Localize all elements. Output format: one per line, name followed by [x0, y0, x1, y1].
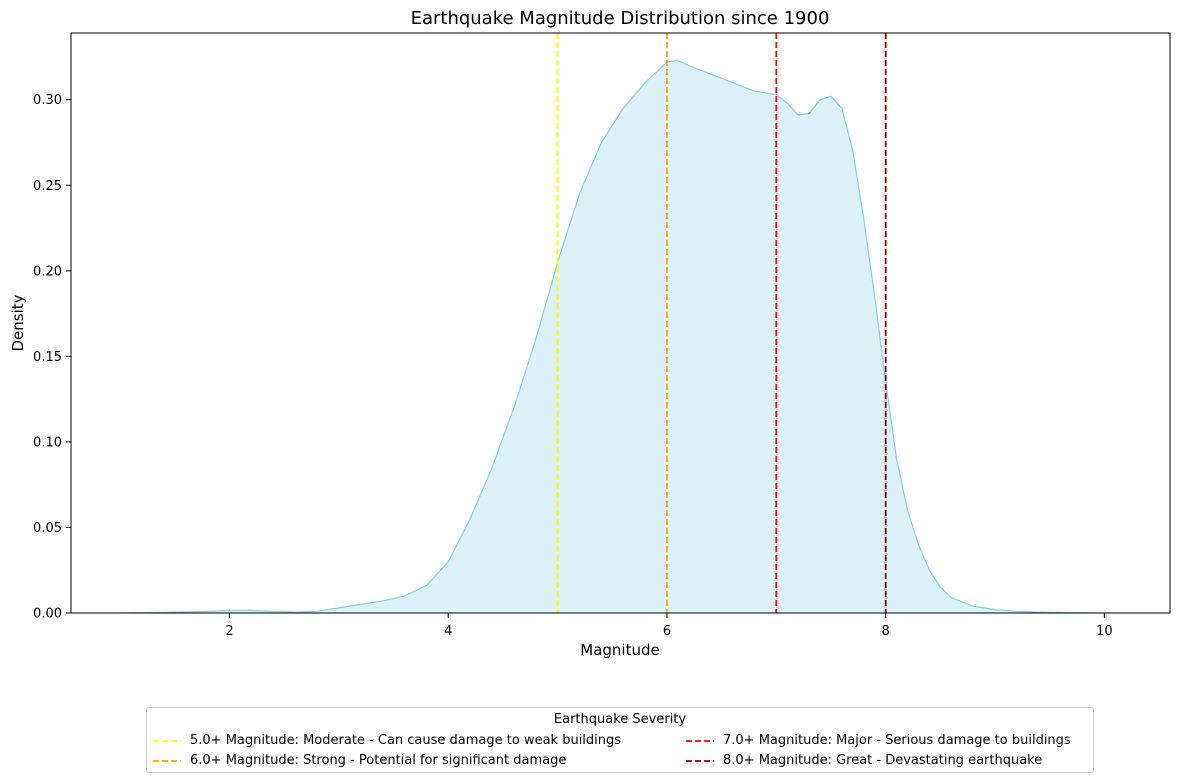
density-line-0 — [120, 59, 1105, 614]
legend-label: 5.0+ Magnitude: Moderate - Can cause dam… — [190, 733, 622, 748]
y-tick-label: 0.20 — [33, 264, 62, 279]
legend-title: Earthquake Severity — [553, 712, 687, 727]
legend-swatch — [686, 740, 714, 742]
reference-lines — [556, 33, 887, 613]
x-axis: 2 4 6 8 10 — [225, 613, 1113, 639]
y-axis: 0.00 0.05 0.10 0.15 0.20 0.25 0.30 — [33, 93, 71, 622]
x-tick-label: 4 — [444, 624, 452, 639]
y-tick-label: 0.05 — [33, 521, 62, 536]
density-area-0 — [120, 60, 1105, 613]
y-tick-label: 0.00 — [33, 607, 62, 622]
y-axis-label: Density — [9, 294, 27, 351]
x-axis-label: Magnitude — [580, 641, 659, 659]
y-tick-label: 0.30 — [33, 93, 62, 108]
legend: Earthquake Severity 5.0+ Magnitude: Mode… — [146, 707, 1094, 773]
x-tick-label: 8 — [882, 624, 890, 639]
plot-frame — [70, 32, 1171, 614]
legend-swatch — [686, 760, 714, 762]
x-tick-label: 10 — [1096, 624, 1113, 639]
chart: Earthquake Magnitude Distribution since … — [9, 8, 1171, 659]
y-tick-label: 0.25 — [33, 179, 62, 194]
chart-title: Earthquake Magnitude Distribution since … — [411, 8, 830, 29]
x-tick-label: 2 — [225, 624, 233, 639]
y-tick-label: 0.15 — [33, 350, 62, 365]
legend-swatch — [153, 740, 181, 742]
plot-area — [120, 59, 1105, 614]
y-tick-label: 0.10 — [33, 435, 62, 450]
legend-label: 7.0+ Magnitude: Major - Serious damage t… — [723, 733, 1071, 748]
legend-swatch — [153, 760, 181, 762]
x-tick-label: 6 — [663, 624, 671, 639]
legend-label: 6.0+ Magnitude: Strong - Potential for s… — [190, 753, 567, 768]
legend-label: 8.0+ Magnitude: Great - Devastating eart… — [723, 753, 1043, 768]
